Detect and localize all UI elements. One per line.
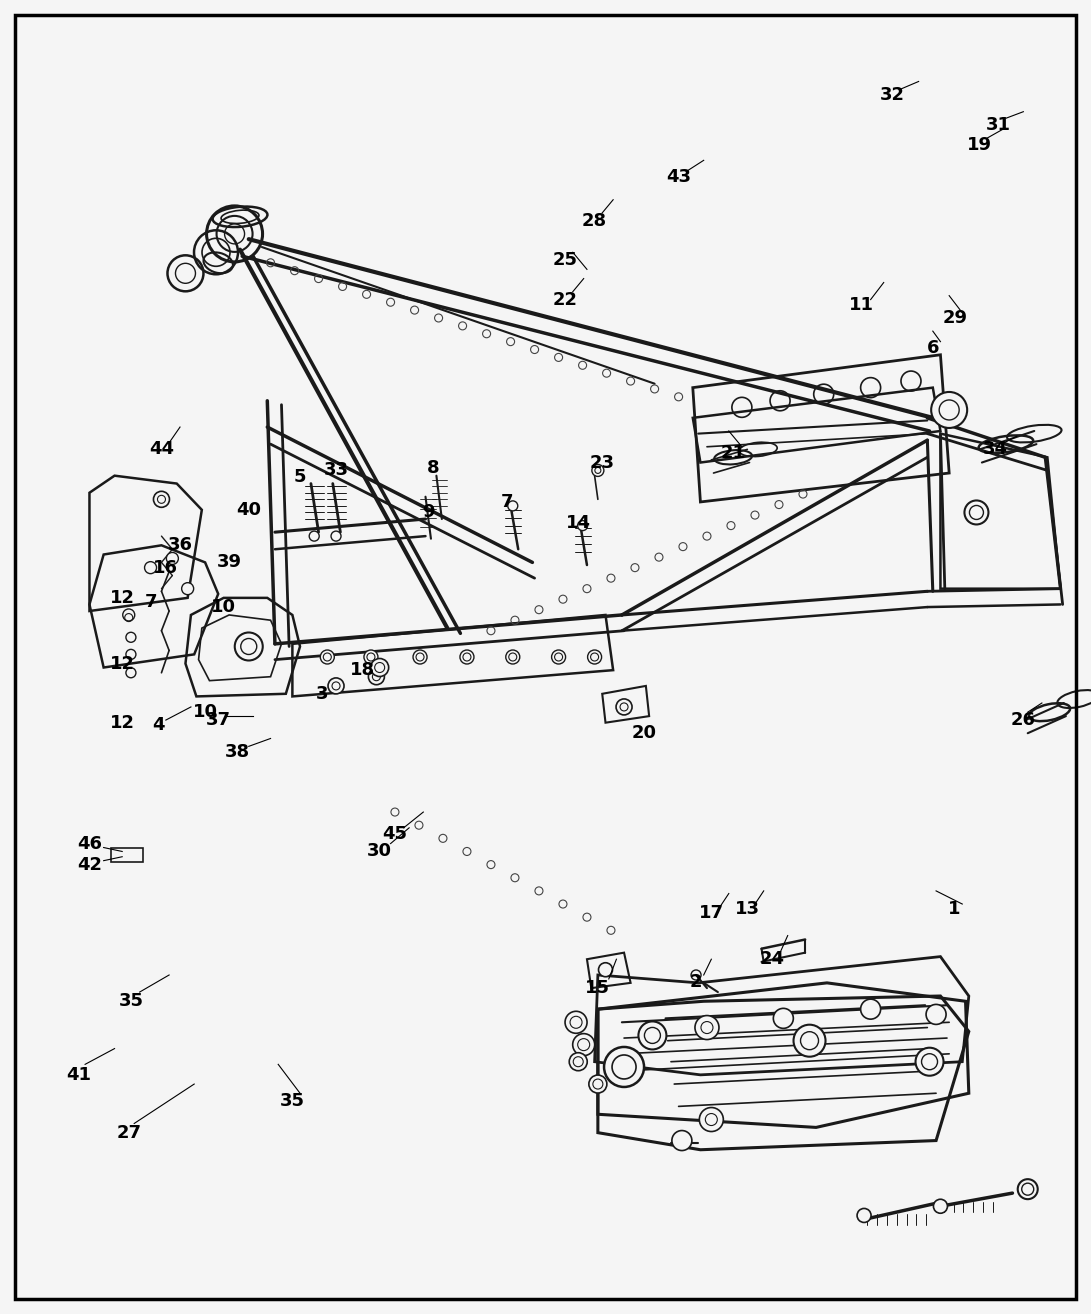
Circle shape (588, 650, 601, 664)
Text: 16: 16 (154, 558, 178, 577)
Circle shape (154, 491, 169, 507)
Text: 20: 20 (632, 724, 656, 742)
Text: 23: 23 (590, 453, 614, 472)
Circle shape (145, 561, 156, 574)
Circle shape (589, 1075, 607, 1093)
Text: 26: 26 (1011, 711, 1035, 729)
Text: 25: 25 (553, 251, 577, 269)
Circle shape (793, 1025, 826, 1056)
Text: 41: 41 (67, 1066, 91, 1084)
Text: 29: 29 (943, 309, 967, 327)
Circle shape (1018, 1179, 1038, 1200)
Text: 27: 27 (117, 1123, 141, 1142)
Circle shape (858, 1209, 871, 1222)
Text: 31: 31 (986, 116, 1010, 134)
Text: 43: 43 (667, 168, 691, 187)
Text: 42: 42 (77, 855, 101, 874)
Text: 34: 34 (983, 440, 1007, 459)
Text: 8: 8 (427, 459, 440, 477)
Text: 19: 19 (968, 135, 992, 154)
Text: 10: 10 (193, 703, 217, 721)
Text: 38: 38 (225, 742, 251, 761)
Circle shape (699, 1108, 723, 1131)
Text: 22: 22 (553, 290, 577, 309)
Text: 10: 10 (212, 598, 236, 616)
Circle shape (167, 552, 178, 565)
Circle shape (616, 699, 632, 715)
Circle shape (123, 608, 134, 622)
Circle shape (507, 501, 518, 511)
Text: 7: 7 (501, 493, 514, 511)
Circle shape (552, 650, 565, 664)
Text: 46: 46 (77, 834, 101, 853)
Circle shape (934, 1200, 947, 1213)
Circle shape (592, 464, 603, 477)
Text: 15: 15 (586, 979, 610, 997)
Circle shape (565, 1012, 587, 1033)
Circle shape (604, 1047, 644, 1087)
Circle shape (695, 1016, 719, 1039)
Circle shape (861, 999, 880, 1020)
Circle shape (235, 632, 263, 661)
Text: 44: 44 (149, 440, 173, 459)
Text: 9: 9 (422, 503, 435, 522)
Text: 24: 24 (760, 950, 784, 968)
Text: 12: 12 (110, 714, 134, 732)
Circle shape (371, 658, 388, 677)
Text: 11: 11 (850, 296, 874, 314)
Text: 12: 12 (110, 654, 134, 673)
Circle shape (599, 963, 612, 976)
Text: 28: 28 (582, 212, 608, 230)
Circle shape (506, 650, 519, 664)
Text: 14: 14 (566, 514, 590, 532)
Circle shape (932, 392, 967, 428)
Text: 17: 17 (699, 904, 723, 922)
Text: 3: 3 (315, 685, 328, 703)
Circle shape (413, 650, 427, 664)
Text: 1: 1 (948, 900, 961, 918)
Text: 35: 35 (280, 1092, 304, 1110)
Text: 37: 37 (206, 711, 230, 729)
Circle shape (577, 520, 588, 531)
Text: 21: 21 (721, 444, 745, 463)
Circle shape (926, 1004, 946, 1025)
Circle shape (182, 582, 193, 595)
Text: 18: 18 (349, 661, 375, 679)
Text: 2: 2 (690, 972, 703, 991)
Circle shape (331, 531, 341, 541)
Circle shape (964, 501, 988, 524)
Circle shape (369, 669, 384, 685)
Text: 7: 7 (144, 593, 157, 611)
Text: 33: 33 (324, 461, 348, 480)
Text: 6: 6 (926, 339, 939, 357)
Text: 35: 35 (119, 992, 143, 1010)
Text: 12: 12 (110, 589, 134, 607)
Circle shape (672, 1130, 692, 1151)
Circle shape (460, 650, 473, 664)
Text: 39: 39 (217, 553, 241, 572)
Circle shape (573, 1034, 595, 1055)
Text: 30: 30 (368, 842, 392, 861)
Circle shape (570, 1053, 587, 1071)
Circle shape (328, 678, 344, 694)
Text: 40: 40 (237, 501, 261, 519)
Circle shape (321, 650, 334, 664)
Text: 45: 45 (383, 825, 407, 844)
Circle shape (364, 650, 377, 664)
Text: 5: 5 (293, 468, 307, 486)
Text: 36: 36 (168, 536, 192, 555)
Circle shape (915, 1047, 944, 1076)
Bar (111, 848, 143, 862)
Circle shape (638, 1021, 667, 1050)
Circle shape (309, 531, 320, 541)
Circle shape (774, 1008, 793, 1029)
Text: 13: 13 (735, 900, 759, 918)
Text: 32: 32 (880, 85, 904, 104)
Text: 4: 4 (152, 716, 165, 735)
